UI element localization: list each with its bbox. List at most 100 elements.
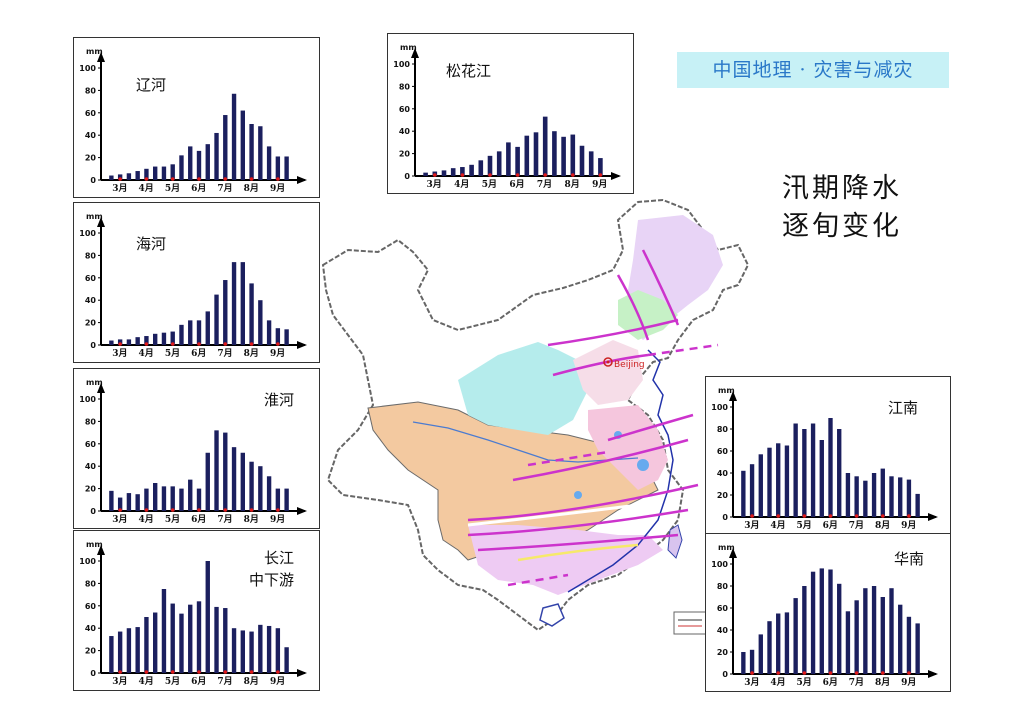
bar xyxy=(231,628,237,673)
bar xyxy=(898,604,903,674)
x-month-label: 4月 xyxy=(770,520,785,531)
rain-belt-line xyxy=(547,318,679,347)
y-tick-label: 80 xyxy=(85,417,97,426)
y-tick-label: 100 xyxy=(79,229,96,238)
river xyxy=(412,421,639,463)
bar xyxy=(117,174,123,180)
bar xyxy=(450,168,456,176)
bar xyxy=(205,561,210,673)
dekad-marker xyxy=(249,177,254,181)
y-axis-arrow xyxy=(411,48,419,58)
hainan xyxy=(539,603,565,627)
y-tick-label: 0 xyxy=(90,507,96,516)
dekad-marker xyxy=(515,173,520,177)
dekad-marker xyxy=(543,173,547,177)
x-month-label: 8月 xyxy=(244,348,259,359)
bar xyxy=(161,166,167,180)
bar xyxy=(214,294,219,345)
bar xyxy=(767,447,772,517)
x-month-label: 9月 xyxy=(270,348,285,359)
bar xyxy=(588,151,594,176)
bar xyxy=(275,628,281,673)
bar xyxy=(266,625,272,673)
bar xyxy=(266,320,272,345)
dekad-marker xyxy=(249,670,254,674)
x-month-label: 8月 xyxy=(875,677,890,688)
bar xyxy=(266,476,272,511)
x-month-label: 3月 xyxy=(427,179,442,190)
chart-panel-huaihe: mm 0 20 40 60 80 100 3月 4月 5月 6月 7月 8月 9月 淮河 xyxy=(73,368,320,529)
x-axis-arrow xyxy=(297,341,307,349)
rain-belt-line xyxy=(641,249,680,326)
y-tick-label: 40 xyxy=(85,131,97,140)
bar xyxy=(188,146,193,180)
dekad-marker xyxy=(118,177,122,181)
bar xyxy=(819,440,824,517)
bar xyxy=(828,418,833,517)
rain-belt-line xyxy=(477,533,679,552)
bar xyxy=(188,479,193,511)
bar xyxy=(196,488,202,511)
y-axis-arrow xyxy=(97,383,105,393)
beijing-label: Beijing xyxy=(614,360,645,370)
y-tick-label: 0 xyxy=(90,176,96,185)
bar xyxy=(240,452,245,511)
bar xyxy=(144,488,149,511)
x-month-label: 7月 xyxy=(217,348,232,359)
bar xyxy=(205,311,210,345)
dekad-marker xyxy=(144,177,149,181)
bar xyxy=(542,116,548,176)
y-axis-arrow xyxy=(97,217,105,227)
y-tick-label: 20 xyxy=(85,319,97,328)
y-tick-label: 20 xyxy=(399,150,411,159)
rain-belt-line xyxy=(467,508,689,537)
bar xyxy=(898,477,903,517)
y-tick-label: 100 xyxy=(79,395,96,404)
chart-panel-haihe: mm 0 20 40 60 80 100 3月 4月 5月 6月 7月 8月 9月 海河 xyxy=(73,202,320,363)
bar xyxy=(793,598,798,674)
chart-title: 长江 xyxy=(264,549,294,567)
bar xyxy=(109,636,114,673)
main-title: 汛期降水 逐旬变化 xyxy=(782,170,932,246)
dekad-marker xyxy=(144,508,149,512)
y-tick-label: 40 xyxy=(399,127,411,136)
bar xyxy=(845,611,851,674)
chart-panel-liaohe: mm 0 20 40 60 80 100 3月 4月 5月 6月 7月 8月 9月 辽河 xyxy=(73,37,320,198)
dekad-marker xyxy=(571,173,575,177)
bar xyxy=(275,488,281,511)
bar xyxy=(223,115,228,180)
dekad-marker xyxy=(197,670,201,674)
unit-label: mm xyxy=(400,43,417,52)
x-month-label: 9月 xyxy=(901,677,916,688)
y-tick-label: 80 xyxy=(717,425,729,434)
x-month-label: 6月 xyxy=(191,676,206,687)
y-axis-arrow xyxy=(729,391,737,401)
x-month-label: 7月 xyxy=(217,183,232,194)
x-month-label: 3月 xyxy=(744,677,759,688)
bar xyxy=(784,612,790,674)
bar xyxy=(144,336,149,345)
dekad-marker xyxy=(776,671,781,675)
x-month-label: 9月 xyxy=(901,520,916,531)
y-tick-label: 20 xyxy=(85,154,97,163)
bar xyxy=(179,324,184,345)
bar xyxy=(423,172,428,176)
x-month-label: 4月 xyxy=(139,348,154,359)
bar xyxy=(153,333,158,345)
bar xyxy=(240,110,245,180)
bar xyxy=(487,155,493,176)
dekad-marker xyxy=(170,177,175,181)
x-month-label: 9月 xyxy=(270,514,285,525)
bar xyxy=(284,647,289,673)
zone-central-east xyxy=(588,405,668,490)
dekad-marker xyxy=(144,342,149,346)
rain-belt-line xyxy=(616,274,650,341)
rain-belt-line-dashed xyxy=(647,343,719,357)
dekad-marker xyxy=(907,514,911,518)
dekad-marker xyxy=(223,508,228,512)
bar xyxy=(915,623,920,674)
x-month-label: 9月 xyxy=(270,676,285,687)
topic-banner: 中国地理 · 灾害与减灾 xyxy=(677,52,949,88)
bar xyxy=(126,173,132,180)
bar xyxy=(570,134,576,176)
